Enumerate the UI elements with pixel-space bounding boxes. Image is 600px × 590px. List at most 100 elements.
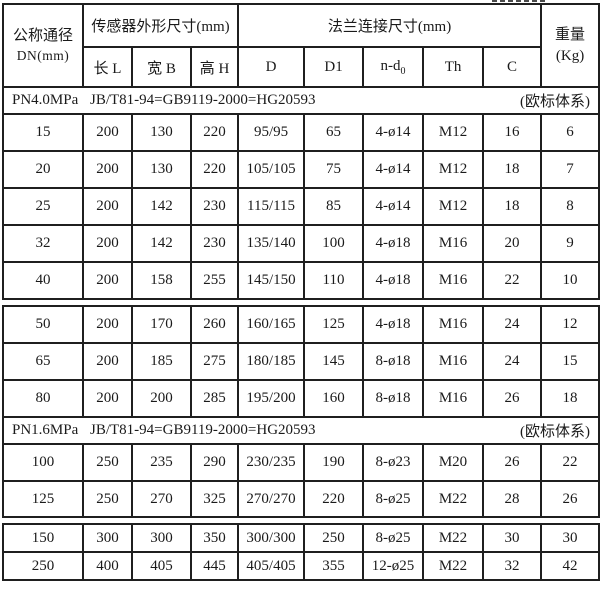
cell-width: 200 [131,379,192,418]
cell-nd0: 8-ø18 [362,379,424,418]
cell-weight: 22 [540,443,600,482]
cell-length: 400 [82,551,133,581]
cell-c: 26 [482,443,542,482]
cell-d1: 145 [303,342,364,381]
nd0-subscript: 0 [400,65,406,77]
cell-d: 115/115 [237,187,306,226]
cell-width: 170 [131,305,192,344]
cell-c: 24 [482,342,542,381]
cell-dn: 25 [2,187,84,226]
cell-length: 200 [82,379,133,418]
subheader-width: 宽 B [131,46,192,88]
cell-d: 135/140 [237,224,306,263]
cell-height: 325 [190,480,239,518]
cell-th: M16 [422,342,484,381]
cell-height: 445 [190,551,239,581]
cell-dn: 125 [2,480,84,518]
cell-d: 160/165 [237,305,305,344]
cell-height: 275 [190,342,239,381]
cell-d1: 250 [303,523,364,553]
subheader-d: D [237,46,306,88]
cell-nd0: 4-ø14 [362,187,425,226]
cell-c: 28 [482,480,542,518]
subheader-th: Th [422,46,485,88]
cell-height: 230 [189,187,240,226]
cell-nd0: 4-ø18 [362,305,424,344]
cell-th: M22 [422,480,484,518]
cell-d1: 110 [303,261,365,300]
cell-dn: 40 [2,261,84,300]
table-row: 125 250 270 325 270/270 220 8-ø25 M22 28… [2,480,600,518]
cell-weight: 26 [540,480,600,518]
cell-height: 350 [190,523,239,553]
cell-weight: 7 [540,150,600,189]
cell-width: 300 [131,523,192,553]
table-row: 150 300 300 350 300/300 250 8-ø25 M22 30… [2,523,600,553]
cell-weight: 15 [540,342,600,381]
table-row: 250 400 405 445 405/405 355 12-ø25 M22 3… [2,551,600,581]
cell-length: 200 [82,187,133,226]
cell-height: 285 [190,379,239,418]
cell-dn: 15 [2,113,84,152]
table-row: 32 200 142 230 135/140 100 4-ø18 M16 20 … [2,224,600,263]
cell-dn: 250 [2,551,84,581]
cell-weight: 10 [540,261,600,300]
header-sensor-group: 传感器外形尺寸(mm) [81,3,240,48]
cell-dn: 50 [2,305,84,344]
cell-height: 220 [189,113,240,152]
header-weight-line2: (Kg) [555,47,585,64]
cell-nd0: 8-ø18 [362,342,424,381]
cell-weight: 6 [540,113,600,152]
cell-d: 95/95 [237,113,306,152]
cell-nd0: 8-ø23 [362,443,424,482]
standard-system-note: (欧标体系) [520,424,590,440]
cell-width: 130 [131,150,192,189]
cell-th: M22 [422,551,484,581]
pressure-rating-label: PN4.0MPa [12,92,79,108]
cell-width: 185 [131,342,192,381]
cell-c: 26 [482,379,542,418]
cell-c: 30 [482,523,542,553]
cell-d: 230/235 [237,443,305,482]
cell-d1: 355 [303,551,364,581]
pressure-section-cell: PN1.6MPa JB/T81-94=GB9119-2000=HG20593 (… [2,416,600,445]
table-row: 65 200 185 275 180/185 145 8-ø18 M16 24 … [2,342,600,381]
cell-length: 200 [82,150,133,189]
cell-dn: 150 [2,523,84,553]
cell-th: M16 [422,224,485,263]
cell-length: 200 [82,113,133,152]
cell-th: M16 [422,379,484,418]
cell-th: M12 [422,187,485,226]
cell-c: 18 [482,150,543,189]
cell-length: 200 [82,342,133,381]
subheader-nd0: n-d0 [362,46,425,88]
cell-d1: 65 [303,113,365,152]
cell-weight: 12 [540,305,600,344]
cell-weight: 8 [540,187,600,226]
pressure-section-row: PN4.0MPa JB/T81-94=GB9119-2000=HG20593 (… [1,86,600,115]
cell-length: 300 [82,523,133,553]
cell-length: 200 [82,261,133,300]
spec-table-segment-1: 公称通径 DN(mm) 传感器外形尺寸(mm) 法兰连接尺寸(mm) 重量 (K… [1,3,600,300]
cell-height: 290 [190,443,239,482]
cell-d: 270/270 [237,480,305,518]
table-row: 20 200 130 220 105/105 75 4-ø14 M12 18 7 [2,150,600,189]
header-dn-line1: 公称通径 [12,27,73,44]
cell-th: M20 [422,443,484,482]
cell-height: 255 [189,261,240,300]
cell-nd0: 8-ø25 [362,523,424,553]
pressure-section-cell: PN4.0MPa JB/T81-94=GB9119-2000=HG20593 (… [1,86,600,115]
cell-weight: 30 [540,523,600,553]
cell-length: 200 [82,305,133,344]
cell-c: 16 [482,113,543,152]
subheader-c: C [482,46,543,88]
header-dn: 公称通径 DN(mm) [2,3,84,88]
cell-width: 235 [131,443,192,482]
cell-d1: 125 [303,305,364,344]
subheader-length: 长 L [82,46,133,88]
cell-d: 145/150 [237,261,306,300]
cell-weight: 18 [540,379,600,418]
cell-c: 32 [482,551,542,581]
cell-th: M16 [422,305,484,344]
